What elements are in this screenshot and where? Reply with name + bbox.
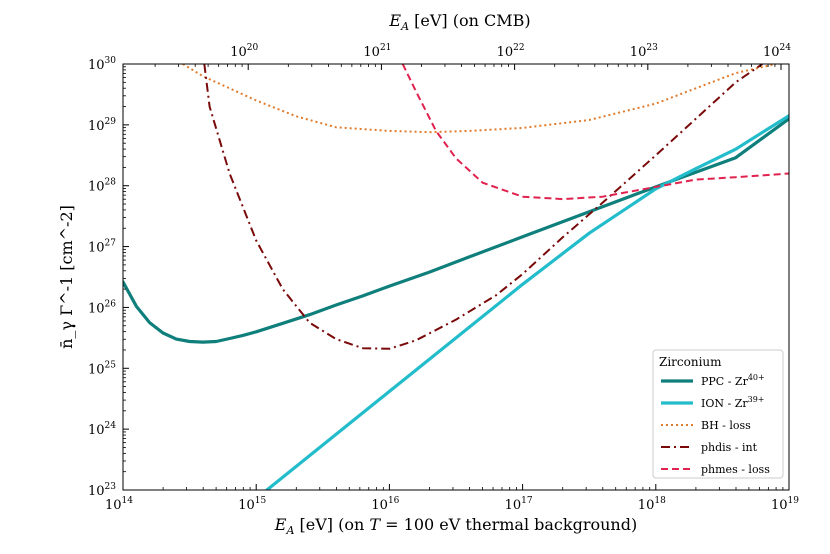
legend-label: ION - Zr39+ bbox=[701, 395, 765, 410]
x2-tick-label-20: 1020 bbox=[230, 43, 258, 60]
y-tick-label-25: 1025 bbox=[88, 360, 116, 377]
y-tick-label-30: 1030 bbox=[88, 56, 116, 73]
series-line-ion-zr bbox=[265, 114, 789, 490]
legend-label: BH - loss bbox=[701, 419, 751, 432]
x-tick-label-14: 1014 bbox=[105, 496, 133, 513]
y-tick-label-24: 1024 bbox=[88, 421, 116, 438]
x-axis-label: EA [eV] (on T = 100 eV thermal backgroun… bbox=[274, 515, 637, 537]
y-tick-label-26: 1026 bbox=[88, 299, 116, 316]
series-line-ppc-zr bbox=[123, 117, 789, 344]
y-tick-label-23: 1023 bbox=[88, 482, 116, 499]
x-tick-label-15: 1015 bbox=[238, 496, 266, 513]
legend-label: phdis - int bbox=[701, 441, 758, 454]
x2-tick-label-21: 1021 bbox=[363, 43, 391, 60]
x-tick-label-18: 1018 bbox=[638, 496, 666, 513]
series-line-phdis-int bbox=[203, 64, 763, 350]
x2-tick-label-24: 1024 bbox=[763, 43, 791, 60]
y-tick-label-29: 1029 bbox=[88, 117, 116, 134]
x2-tick-label-22: 1022 bbox=[497, 43, 525, 60]
y-tick-label-28: 1028 bbox=[88, 178, 116, 195]
legend: Zirconium PPC - Zr40+ ION - Zr39+ BH - los… bbox=[652, 349, 784, 479]
x-tick-label-17: 1017 bbox=[505, 496, 533, 513]
legend-label: phmes - loss bbox=[701, 463, 770, 476]
y-axis-label: n̄_γ Γ^-1 [cm^-2] bbox=[57, 205, 76, 349]
plot-frame bbox=[122, 63, 790, 491]
x-tick-label-19: 1019 bbox=[771, 496, 799, 513]
legend-box bbox=[652, 349, 784, 479]
axis-ticks: 1014 1015 1016 1017 1018 1019 1023 1024 1025 1026… bbox=[88, 43, 799, 513]
x2-tick-label-23: 1023 bbox=[630, 43, 658, 60]
plot-series bbox=[123, 64, 789, 490]
series-line-bh-loss bbox=[182, 64, 776, 134]
series-line-phmes-loss bbox=[401, 64, 789, 201]
legend-label: PPC - Zr40+ bbox=[701, 373, 765, 388]
legend-title: Zirconium bbox=[659, 355, 722, 369]
y-tick-label-27: 1027 bbox=[88, 239, 116, 256]
top-axis-label: EA [eV] (on CMB) bbox=[388, 11, 530, 33]
x-tick-label-16: 1016 bbox=[371, 496, 399, 513]
